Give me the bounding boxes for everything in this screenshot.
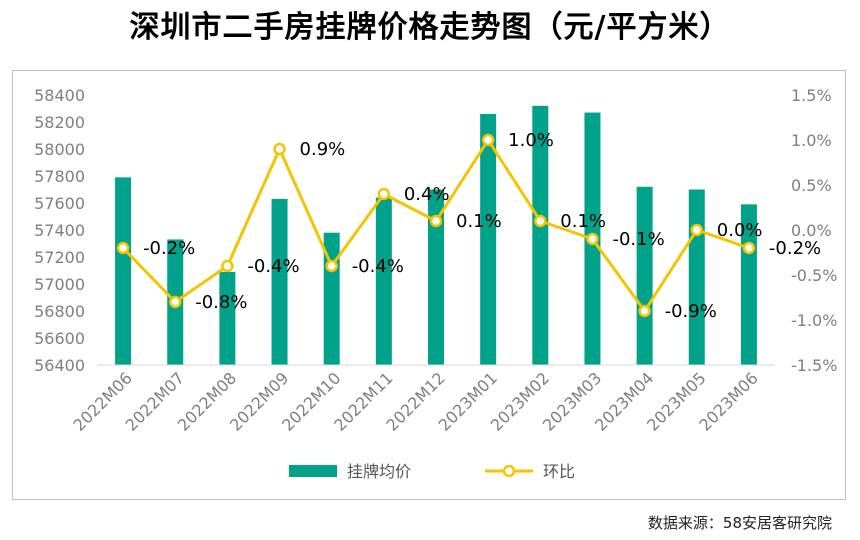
data-label: 0.1% — [560, 211, 606, 232]
data-source: 数据来源：58安居客研究院 — [647, 514, 832, 532]
bar — [219, 271, 236, 365]
line-point — [481, 133, 495, 147]
line-point — [273, 142, 286, 156]
line-point — [325, 259, 338, 273]
data-label: -0.1% — [612, 229, 664, 250]
line-point — [429, 214, 443, 228]
y-left-tick-label: 57200 — [34, 248, 85, 267]
line-point — [116, 241, 130, 255]
bar — [115, 177, 132, 365]
y-left-tick-label: 57800 — [34, 167, 85, 186]
line-point — [742, 241, 756, 255]
y-right-tick-label: -1.5% — [791, 356, 837, 375]
bar — [636, 186, 653, 365]
data-label: 0.0% — [717, 220, 763, 241]
y-right-tick-label: -0.5% — [791, 266, 837, 285]
y-left-tick-label: 58200 — [34, 113, 85, 132]
y-left-tick-label: 58000 — [34, 140, 85, 159]
bar — [375, 197, 392, 365]
bar — [532, 105, 549, 366]
y-right-tick-label: 1.0% — [791, 131, 832, 150]
legend-label-bar: 挂牌均价 — [347, 462, 411, 481]
chart-frame: 56400 56600 56800 57000 57200 57400 57600 57800… — [12, 70, 846, 500]
y-left-tick-label: 56800 — [34, 302, 85, 321]
line-point — [586, 232, 599, 246]
chart-title: 深圳市二手房挂牌价格走势图（元/平方米） — [129, 10, 731, 45]
legend-marker-line — [502, 464, 516, 478]
y-right-tick-label: 1.5% — [791, 86, 832, 105]
data-label: 0.4% — [404, 184, 450, 205]
y-left-tick-label: 57400 — [34, 221, 85, 240]
data-label: -0.2% — [143, 238, 195, 259]
line-point — [168, 295, 182, 309]
chart-canvas: 56400 56600 56800 57000 57200 57400 57600 57800… — [34, 86, 837, 481]
y-left-tick-label: 56600 — [34, 329, 85, 348]
bar — [480, 113, 497, 366]
data-label: -0.4% — [247, 256, 299, 277]
data-label: -0.4% — [352, 256, 404, 277]
line-point — [534, 214, 547, 228]
data-label: -0.8% — [195, 292, 247, 313]
y-left-tick-label: 58400 — [34, 86, 85, 105]
y-right-tick-label: 0.5% — [791, 176, 832, 195]
data-label: 0.1% — [456, 211, 502, 232]
legend-label-line: 环比 — [543, 462, 575, 481]
y-left-tick-label: 57000 — [34, 275, 85, 294]
data-label: 1.0% — [508, 130, 554, 151]
line-point — [377, 187, 391, 201]
bar — [428, 189, 444, 365]
data-label: 0.9% — [300, 139, 346, 160]
y-left-tick-label: 56400 — [34, 356, 85, 375]
y-left-tick-label: 57600 — [34, 194, 85, 213]
bar — [271, 198, 288, 365]
y-right-tick-label: 0.0% — [791, 221, 832, 240]
legend-swatch-bar — [289, 465, 337, 477]
line-point — [221, 259, 234, 273]
data-label: -0.9% — [665, 301, 717, 322]
line-point — [638, 304, 651, 318]
y-right-tick-label: -1.0% — [791, 311, 837, 330]
line-point — [690, 223, 704, 237]
data-label: -0.2% — [769, 238, 821, 259]
bar — [688, 189, 705, 365]
